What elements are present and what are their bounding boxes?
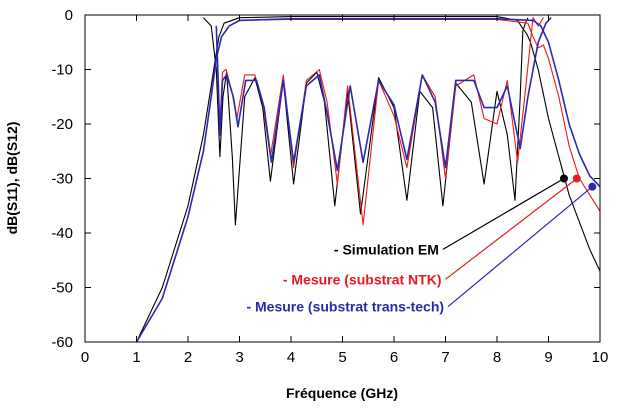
y-tick-label: -50 xyxy=(51,280,73,297)
legend-entry-1: - Mesure (substrat NTK) xyxy=(283,271,442,287)
plot-frame xyxy=(84,14,601,343)
y-tick-label: -40 xyxy=(51,225,73,242)
x-tick-label: 5 xyxy=(338,349,346,366)
x-tick-label: 10 xyxy=(592,349,609,366)
x-axis-label: Fréquence (GHz) xyxy=(286,385,398,401)
series-layer xyxy=(135,16,601,343)
leader-line-1 xyxy=(445,178,578,280)
leader-marker-0 xyxy=(559,174,568,183)
leader-marker-1 xyxy=(572,174,581,183)
y-tick-label: 0 xyxy=(65,7,73,24)
series-2-s11-line xyxy=(215,17,552,172)
leader-line-0 xyxy=(442,177,565,250)
series-0-s11-line xyxy=(203,17,529,226)
x-tick-label: 3 xyxy=(235,349,243,366)
x-tick-label: 0 xyxy=(81,349,89,366)
x-tick-label: 9 xyxy=(544,349,552,366)
y-tick-label: -10 xyxy=(51,62,73,79)
leader-line-2 xyxy=(447,186,593,308)
legend-entry-2: - Mesure (substrat trans-tech) xyxy=(246,299,444,315)
ticks-layer: 0 1 2 3 4 5 6 7 8 9 10 0 -10 -20 -30 -40 -50 -60 xyxy=(51,7,608,366)
legend-entry-0: - Simulation EM xyxy=(334,241,439,257)
leader-marker-2 xyxy=(588,182,597,191)
x-tick-label: 7 xyxy=(441,349,449,366)
y-tick-label: -20 xyxy=(51,116,73,133)
x-tick-label: 8 xyxy=(493,349,501,366)
y-tick-label: -30 xyxy=(51,171,73,188)
x-tick-label: 2 xyxy=(184,349,192,366)
y-tick-label: -60 xyxy=(51,334,73,351)
series-2-s21-line xyxy=(135,17,601,343)
y-axis-label: dB(S11), dB(S12) xyxy=(4,122,20,235)
annotation-layer: - Simulation EM - Mesure (substrat NTK) - … xyxy=(246,174,597,315)
series-1-s11-line xyxy=(215,17,544,226)
x-tick-label: 6 xyxy=(390,349,398,366)
x-tick-label: 1 xyxy=(132,349,140,366)
x-tick-label: 4 xyxy=(287,349,295,366)
